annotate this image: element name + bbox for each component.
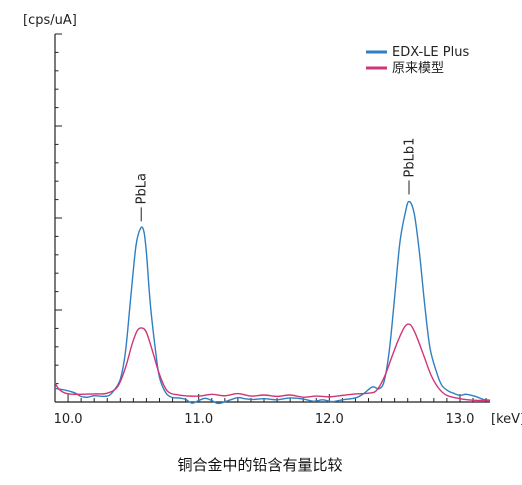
series-line-edx-le-plus <box>54 200 491 405</box>
y-axis-unit-label: [cps/uA] <box>23 13 77 28</box>
peak-label: PbLa <box>135 173 150 204</box>
series-lines <box>54 200 491 405</box>
x-tick-label: 12.0 <box>315 412 344 427</box>
ticks: 10.0 11.0 12.0 13.0 <box>54 33 487 427</box>
peak-label: PbLb1 <box>403 138 418 178</box>
peak-annotations: PbLa PbLb1 <box>135 138 418 222</box>
legend-label: EDX-LE Plus <box>392 45 469 60</box>
x-tick-label: 11.0 <box>184 412 213 427</box>
legend-label: 原来模型 <box>392 61 444 76</box>
x-tick-label: 10.0 <box>54 412 83 427</box>
series-line-conventional-model <box>54 323 491 402</box>
chart-caption: 铜合金中的铅含有量比较 <box>177 456 342 474</box>
x-tick-label: 13.0 <box>445 412 474 427</box>
x-axis-unit-label: [keV] <box>491 412 522 427</box>
axes <box>54 34 490 403</box>
